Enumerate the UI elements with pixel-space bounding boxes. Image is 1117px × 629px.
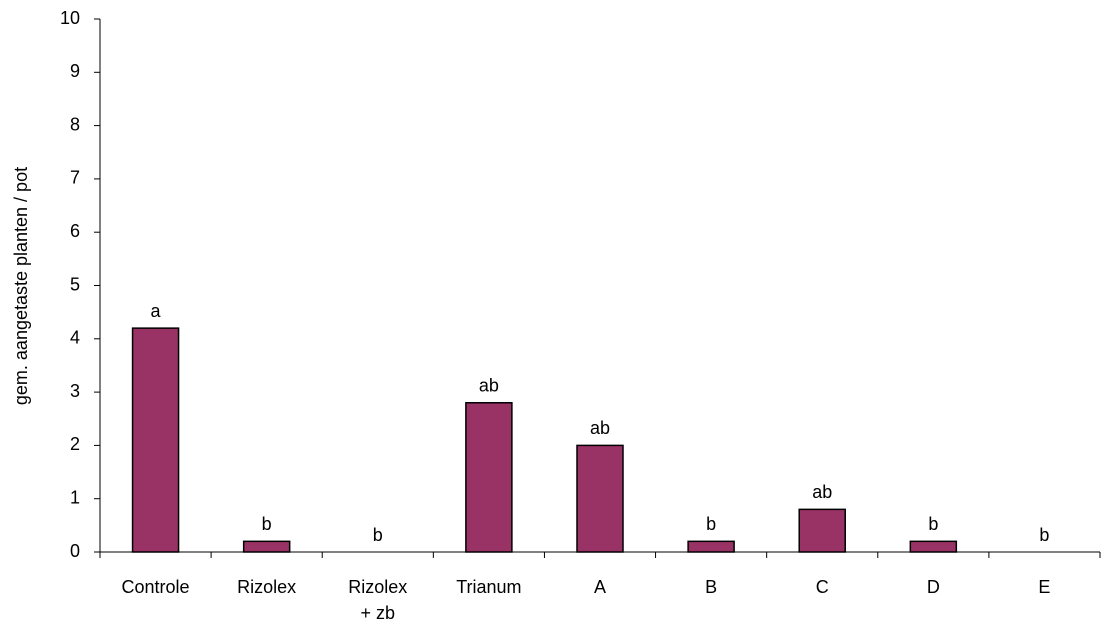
y-axis-label: gem. aangetaste planten / pot	[11, 167, 31, 405]
bar	[798, 508, 846, 553]
x-tick-label: Rizolex + zb	[348, 577, 407, 623]
annotation: b	[262, 514, 272, 534]
y-tick-label: 2	[70, 434, 80, 454]
annotation: b	[373, 525, 383, 545]
x-tick-label: D	[927, 577, 940, 597]
y-tick-label: 0	[70, 541, 80, 561]
annotation: ab	[479, 376, 499, 396]
annotation: b	[928, 514, 938, 534]
bar	[465, 402, 513, 553]
y-tick-label: 9	[70, 61, 80, 81]
x-tick-label: Controle	[122, 577, 190, 597]
x-tick-label: A	[594, 577, 606, 597]
x-tick-label: Trianum	[456, 577, 521, 597]
y-tick-label: 8	[70, 114, 80, 134]
bar	[576, 444, 624, 553]
x-tick-label: E	[1038, 577, 1050, 597]
annotation: ab	[590, 418, 610, 438]
y-tick-label: 4	[70, 328, 80, 348]
x-tick-label: Rizolex	[237, 577, 296, 597]
y-tick-label: 3	[70, 381, 80, 401]
bar	[909, 540, 958, 553]
annotation: b	[706, 514, 716, 534]
y-tick-label: 7	[70, 168, 80, 188]
bar	[131, 327, 180, 553]
annotation: b	[1039, 525, 1049, 545]
bar	[687, 540, 735, 553]
y-tick-label: 6	[70, 221, 80, 241]
x-tick-label: C	[816, 577, 829, 597]
bar	[242, 540, 291, 553]
annotation: a	[151, 301, 162, 321]
y-tick-label: 5	[70, 274, 80, 294]
x-tick-label: B	[705, 577, 717, 597]
y-tick-label: 1	[70, 487, 80, 507]
y-tick-label: 10	[60, 8, 80, 28]
annotation: ab	[812, 482, 832, 502]
